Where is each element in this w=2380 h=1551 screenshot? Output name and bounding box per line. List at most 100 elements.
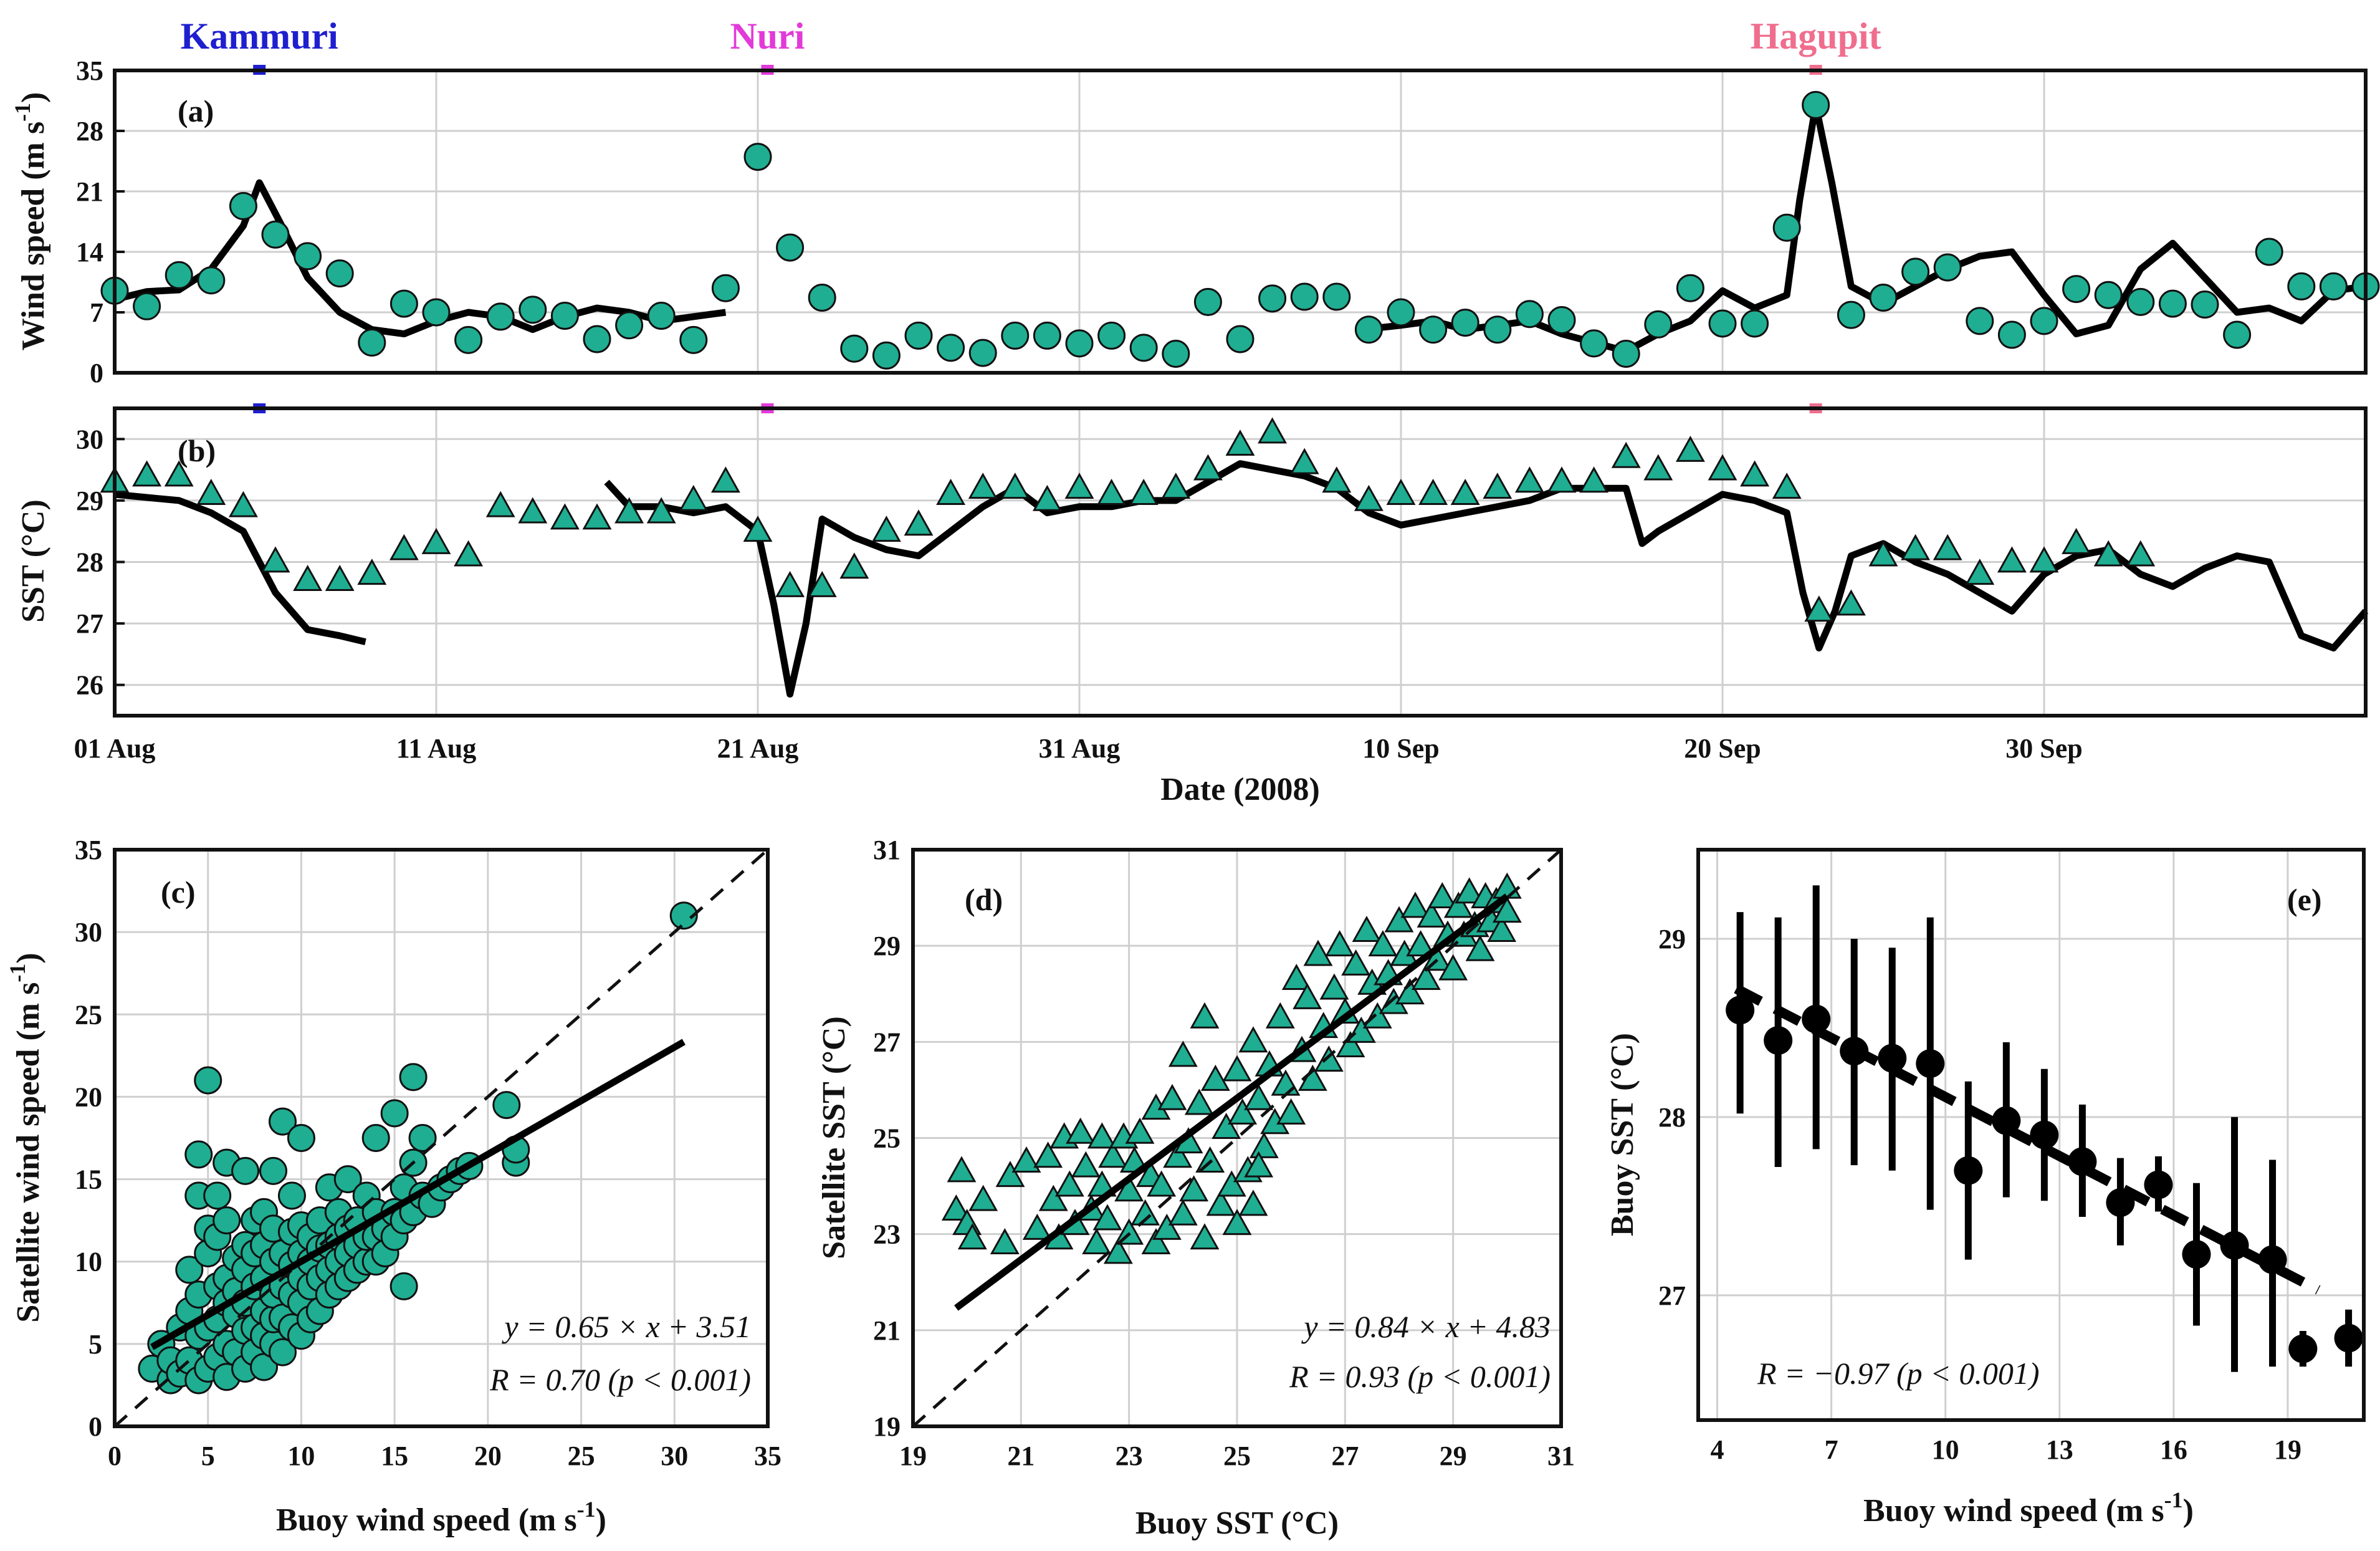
scatter-point bbox=[1222, 1055, 1252, 1082]
panel-d-xlabel: Buoy SST (°C) bbox=[1135, 1505, 1339, 1541]
scatter-point bbox=[194, 1066, 222, 1095]
x-tick-label: 20 Sep bbox=[1684, 733, 1761, 764]
storm-name-kammuri: Kammuri bbox=[181, 16, 338, 57]
x-tick-label: 19 bbox=[2274, 1434, 2301, 1465]
satellite-point bbox=[936, 478, 966, 505]
panel-e-errorbar: 4 7 10 13 16 19 27 28 29 (e) R = −0.97 (p < 0.00… bbox=[1605, 848, 2366, 1529]
scatter-point bbox=[408, 1124, 437, 1152]
satellite-point bbox=[904, 509, 934, 536]
scatter-point bbox=[492, 1091, 521, 1120]
panel-a-ylabel: Wind speed (m s-1) bbox=[10, 92, 51, 351]
panel-a-buoy-line bbox=[113, 101, 2366, 355]
scatter-point bbox=[389, 1272, 418, 1300]
scatter-point bbox=[1455, 877, 1484, 904]
x-tick-label: 25 bbox=[568, 1441, 595, 1471]
scatter-point bbox=[259, 1156, 288, 1185]
satellite-point bbox=[937, 334, 965, 362]
x-tick-label: 01 Aug bbox=[74, 733, 156, 764]
scatter-point bbox=[1438, 954, 1468, 981]
y-tick-label: 29 bbox=[1658, 924, 1686, 954]
scatter-point bbox=[213, 1206, 241, 1235]
satellite-point bbox=[614, 497, 644, 524]
satellite-point bbox=[2093, 540, 2123, 567]
mean-point bbox=[1764, 1025, 1793, 1055]
mean-point bbox=[1878, 1044, 1907, 1073]
y-tick-label: 27 bbox=[873, 1027, 901, 1057]
scatter-point bbox=[1054, 1170, 1084, 1197]
y-tick-label: 21 bbox=[76, 176, 103, 207]
panel-a-wind-timeseries: Kammuri Nuri Hagupit 0 7 14 21 28 35 (a) Wind s… bbox=[10, 16, 2380, 388]
satellite-point bbox=[2029, 546, 2059, 573]
x-tick-label: 16 bbox=[2160, 1434, 2187, 1465]
scatter-point bbox=[1362, 1002, 1392, 1029]
mean-point bbox=[2030, 1120, 2059, 1150]
y-tick-label: 23 bbox=[873, 1219, 901, 1250]
y-tick-label: 30 bbox=[75, 917, 102, 948]
scatter-point bbox=[1417, 901, 1446, 928]
y-tick-label: 10 bbox=[75, 1247, 102, 1277]
scatter-point bbox=[1206, 1189, 1236, 1216]
y-tick-label: 25 bbox=[873, 1123, 901, 1154]
panel-b-sst-timeseries: 26 27 28 29 30 01 Aug 11 Aug 21 Aug 31 Aug 10 Se… bbox=[16, 403, 2369, 807]
satellite-point bbox=[1387, 298, 1415, 327]
satellite-point bbox=[1869, 283, 1898, 312]
panel-a-storm-labels: Kammuri Nuri Hagupit bbox=[181, 16, 1881, 75]
scatter-point bbox=[1249, 1131, 1279, 1158]
scatter-point bbox=[1352, 915, 1382, 942]
scatter-point bbox=[277, 1181, 306, 1210]
panel-b-x-ticks: 01 Aug 11 Aug 21 Aug 31 Aug 10 Sep 20 Sep 30 S… bbox=[74, 733, 2083, 764]
satellite-point bbox=[1033, 321, 1061, 350]
satellite-point bbox=[1547, 305, 1576, 334]
satellite-point bbox=[1258, 417, 1288, 444]
panel-d-lines bbox=[912, 848, 1562, 1428]
panel-c-stats: R = 0.70 (p < 0.001) bbox=[489, 1362, 751, 1397]
panel-c-points bbox=[138, 901, 698, 1395]
satellite-point bbox=[968, 473, 998, 499]
satellite-point bbox=[872, 341, 901, 370]
x-tick-label: 31 bbox=[1547, 1441, 1575, 1471]
y-tick-label: 29 bbox=[873, 931, 901, 961]
scatter-point bbox=[1319, 973, 1349, 1000]
panel-d-points bbox=[941, 872, 1522, 1264]
panel-e-fit-line bbox=[1734, 984, 2321, 1295]
x-tick-label: 30 Sep bbox=[2005, 733, 2082, 764]
x-tick-label: 10 bbox=[287, 1441, 315, 1471]
satellite-point bbox=[2126, 287, 2155, 316]
x-tick-label: 30 bbox=[661, 1441, 688, 1471]
satellite-point bbox=[164, 460, 194, 487]
scatter-point bbox=[1293, 982, 1322, 1009]
scatter-point bbox=[287, 1124, 315, 1152]
scatter-point bbox=[1033, 1141, 1063, 1168]
satellite-point bbox=[1997, 320, 2026, 349]
scatter-point bbox=[1082, 1228, 1112, 1254]
satellite-point bbox=[2158, 289, 2187, 318]
scatter-point bbox=[1244, 1151, 1274, 1178]
scatter-point bbox=[268, 1107, 297, 1136]
one-to-one-line bbox=[113, 848, 769, 1428]
panel-e-ticks: 4 7 10 13 16 19 27 28 29 bbox=[1658, 924, 2301, 1465]
scatter-point bbox=[399, 1063, 428, 1092]
satellite-point bbox=[839, 552, 869, 579]
satellite-point bbox=[1322, 282, 1351, 311]
scatter-point bbox=[1427, 882, 1457, 908]
panel-d-ylabel: Satellite SST (°C) bbox=[816, 1016, 852, 1259]
scatter-point bbox=[1384, 906, 1414, 933]
satellite-point bbox=[647, 302, 676, 330]
scatter-point bbox=[1168, 1040, 1198, 1067]
scatter-point bbox=[1179, 1175, 1209, 1202]
satellite-point bbox=[1644, 310, 1673, 339]
satellite-point bbox=[293, 565, 323, 591]
y-tick-label: 19 bbox=[873, 1411, 901, 1442]
satellite-point bbox=[775, 570, 805, 597]
one-to-one-line bbox=[912, 848, 1562, 1428]
satellite-point bbox=[1000, 473, 1030, 499]
y-tick-label: 28 bbox=[76, 116, 103, 146]
buoy-series-line bbox=[604, 460, 2369, 698]
y-tick-label: 27 bbox=[1658, 1280, 1686, 1311]
panel-d-frame bbox=[911, 848, 1563, 1428]
satellite-point bbox=[550, 302, 579, 330]
storm-name-hagupit: Hagupit bbox=[1751, 16, 1881, 57]
satellite-point bbox=[133, 292, 161, 320]
satellite-point bbox=[1162, 340, 1190, 368]
